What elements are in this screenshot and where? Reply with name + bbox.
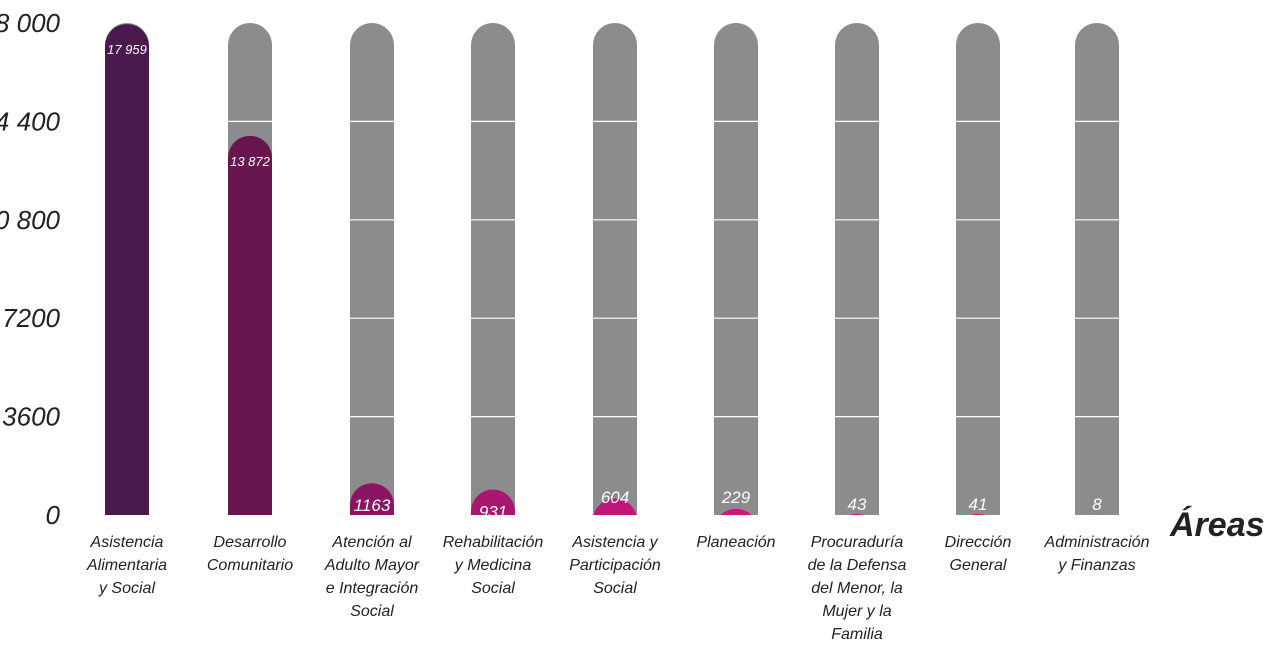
x-category-label-line: de la Defensa — [807, 557, 907, 574]
x-category-label-line: Asistencia y — [572, 534, 658, 551]
x-category-label-line: Social — [471, 580, 515, 597]
bars-layer: 17 959 13 872 1163 931 604 229 43 41 8 — [105, 23, 1119, 522]
x-category-label-line: Desarrollo — [213, 534, 287, 551]
x-category-label-line: Planeación — [696, 534, 776, 551]
bar-value-label: 931 — [479, 503, 507, 522]
bar-value-label: 43 — [848, 495, 867, 514]
x-category-label-line: e Integración — [325, 580, 419, 597]
bar-group: 41 — [956, 23, 1000, 515]
y-tick-label: 3600 — [2, 402, 60, 432]
bar-track — [1075, 23, 1119, 515]
bar-group: 604 — [593, 23, 637, 515]
bar — [849, 513, 865, 515]
bar-value-label: 13 872 — [230, 154, 271, 169]
x-category-label-line: y Medicina — [454, 557, 532, 574]
bar — [971, 513, 985, 515]
x-category-label-line: Social — [593, 580, 637, 597]
x-category-label-line: Alimentaria — [86, 557, 168, 574]
bar-group: 13 872 — [228, 23, 272, 515]
x-category-label-line: y Finanzas — [1058, 557, 1136, 574]
x-axis-title: Áreas — [1170, 506, 1265, 544]
x-category-label: Procuraduría de la Defensa del Menor, la Mu… — [797, 531, 917, 646]
bar-track — [835, 23, 879, 515]
x-category-label-line: Comunitario — [206, 557, 294, 574]
bar-value-label: 604 — [601, 488, 629, 507]
bar-group: 229 — [714, 23, 758, 515]
x-category-label: Planeación — [676, 531, 796, 554]
x-category-label-line: Mujer y la — [822, 603, 892, 620]
x-category-label-line: Dirección — [944, 534, 1012, 551]
bar-track — [471, 23, 515, 515]
bar-track — [350, 23, 394, 515]
bar-value-label: 17 959 — [107, 42, 147, 57]
bar — [105, 24, 149, 516]
x-category-label: Asistencia y Participación Social — [555, 531, 675, 600]
x-category-label-line: Procuraduría — [810, 534, 904, 551]
bar — [720, 508, 752, 515]
x-category-label: Desarrollo Comunitario — [190, 531, 310, 577]
x-category-label-line: del Menor, la — [811, 580, 903, 597]
bar-track — [593, 23, 637, 515]
x-category-label-line: Administración — [1044, 534, 1150, 551]
bar-value-label: 229 — [721, 488, 751, 507]
y-tick-label: 7200 — [2, 303, 60, 333]
x-category-label: Administración y Finanzas — [1037, 531, 1157, 577]
y-tick-label: 18 000 — [0, 8, 61, 38]
x-category-label-line: Social — [350, 603, 394, 620]
bar — [228, 135, 272, 515]
bar — [350, 483, 394, 515]
x-category-label-line: Participación — [569, 557, 661, 574]
x-category-label: Asistencia Alimentaria y Social — [67, 531, 187, 600]
x-category-label: Rehabilitación y Medicina Social — [433, 531, 553, 600]
y-axis: 0 3600 7200 10 800 14 400 18 000 — [0, 8, 61, 530]
bar-value-label: 1163 — [354, 496, 391, 515]
bar-group: 43 — [835, 23, 879, 515]
y-tick-label: 14 400 — [0, 106, 61, 136]
y-tick-label: 10 800 — [0, 205, 61, 235]
x-category-label-line: y Social — [98, 580, 156, 597]
bar — [593, 498, 637, 515]
x-category-label-line: Asistencia — [90, 534, 164, 551]
bar-value-label: 8 — [1092, 495, 1102, 514]
bar-group: 931 — [471, 23, 515, 522]
x-category-label-line: Rehabilitación — [442, 534, 544, 551]
x-category-label-line: Adulto Mayor — [324, 557, 420, 574]
bar-value-label: 41 — [969, 495, 988, 514]
x-category-label-line: Familia — [831, 626, 883, 643]
bar-group: 1163 — [350, 23, 394, 515]
y-tick-label: 0 — [46, 500, 61, 530]
bar-track — [956, 23, 1000, 515]
x-category-label: Dirección General — [918, 531, 1038, 577]
bar-track — [714, 23, 758, 515]
bar-group: 17 959 — [105, 23, 149, 516]
bar — [471, 489, 515, 515]
x-category-label-line: General — [949, 557, 1007, 574]
x-category-label: Atención al Adulto Mayor e Integración Soci… — [312, 531, 432, 623]
bar-group: 8 — [1075, 23, 1119, 515]
x-category-label-line: Atención al — [332, 534, 412, 551]
